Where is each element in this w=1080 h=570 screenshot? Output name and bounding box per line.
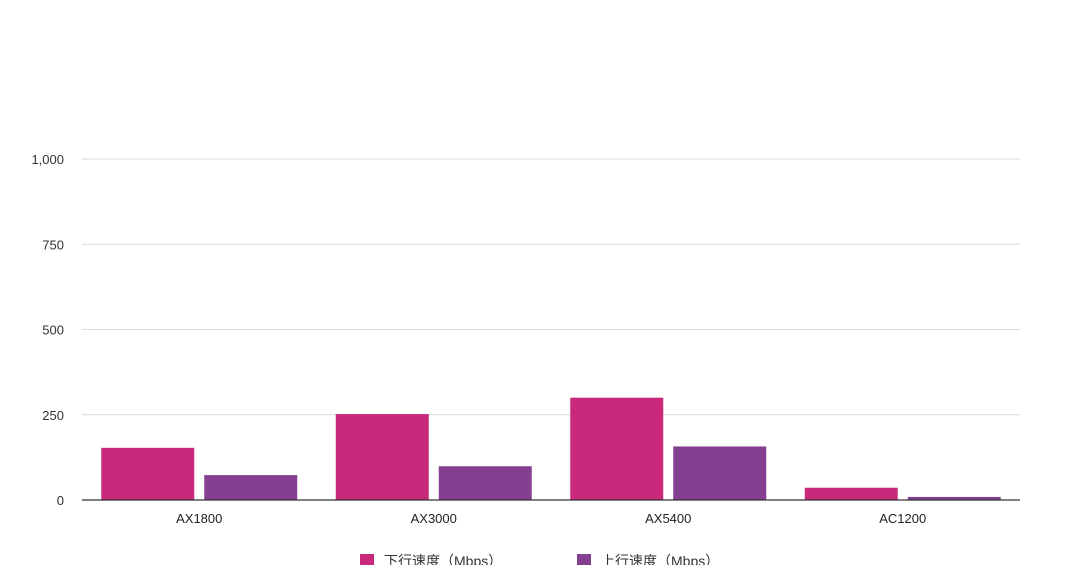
bar-ax3000-series-2 — [438, 466, 532, 500]
legend-swatch-series-1 — [360, 554, 374, 568]
legend-label-series-2: 上行速度（Mbps） — [601, 553, 719, 565]
bar-ax1800-series-2 — [204, 475, 298, 500]
bar-ac1200-series-1 — [804, 487, 898, 500]
x-axis-ticks: AX1800 AX3000 AX5400 AC1200 — [176, 511, 926, 526]
x-tick-label: AX1800 — [176, 511, 222, 526]
bar-ax5400-series-2 — [673, 446, 767, 500]
x-tick-label: AX3000 — [411, 511, 457, 526]
bar-ax5400-series-1 — [570, 397, 664, 500]
bars — [101, 397, 1001, 500]
legend-label-series-1: 下行速度（Mbps） — [384, 553, 502, 565]
y-tick-label: 500 — [42, 323, 64, 338]
gridlines — [82, 158, 1020, 416]
x-tick-label: AX5400 — [645, 511, 691, 526]
y-tick-label: 1,000 — [31, 152, 64, 167]
y-tick-label: 250 — [42, 408, 64, 423]
bar-ax1800-series-1 — [101, 447, 195, 500]
legend-swatch-series-2 — [577, 554, 591, 568]
bar-ax3000-series-1 — [335, 414, 429, 500]
legend: 下行速度（Mbps） 上行速度（Mbps） — [360, 553, 719, 569]
y-axis-ticks: 0 250 500 750 1,000 — [31, 152, 64, 508]
y-tick-label: 0 — [57, 493, 64, 508]
y-tick-label: 750 — [42, 237, 64, 252]
x-tick-label: AC1200 — [879, 511, 926, 526]
bar-ac1200-series-2 — [907, 496, 1001, 500]
